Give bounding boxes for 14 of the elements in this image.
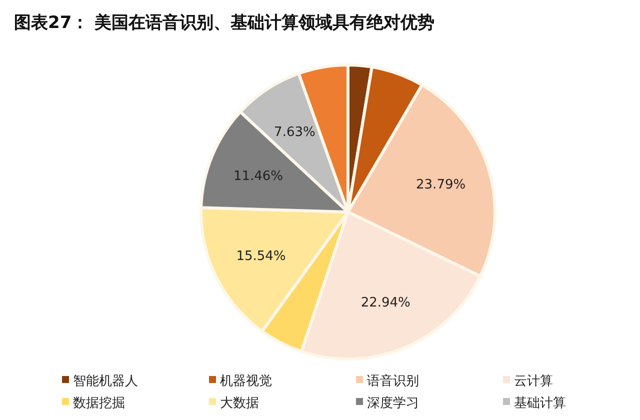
legend-label: 基础计算 <box>514 396 566 411</box>
legend-label: 数据挖掘 <box>73 396 125 411</box>
data-label: 23.79% <box>416 178 466 193</box>
data-label: 7.63% <box>274 124 316 140</box>
chart-title: 图表27： 美国在语音识别、基础计算领域具有绝对优势 <box>14 13 435 33</box>
legend-label: 语音识别 <box>367 374 419 389</box>
legend-label: 深度学习 <box>367 395 419 411</box>
data-label: 15.54% <box>236 248 286 264</box>
data-label: 22.94% <box>360 295 410 310</box>
legend-label: 机器视觉 <box>220 374 272 389</box>
legend-label: 大数据 <box>220 396 259 411</box>
legend-label: 智能机器人 <box>73 374 138 389</box>
legend-label: 云计算 <box>514 374 553 389</box>
data-label: 11.46% <box>233 169 284 184</box>
